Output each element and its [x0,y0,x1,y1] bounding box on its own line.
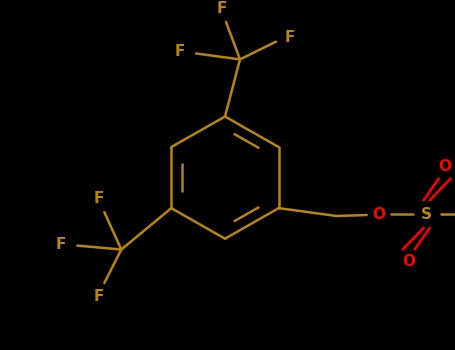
Text: F: F [217,1,227,16]
Text: O: O [372,206,385,222]
Text: F: F [56,237,66,252]
Text: F: F [94,289,105,304]
Text: F: F [94,191,105,206]
Text: O: O [402,254,415,269]
Text: F: F [175,44,185,59]
Text: S: S [421,206,432,222]
Text: F: F [285,30,295,45]
Text: O: O [438,159,451,174]
